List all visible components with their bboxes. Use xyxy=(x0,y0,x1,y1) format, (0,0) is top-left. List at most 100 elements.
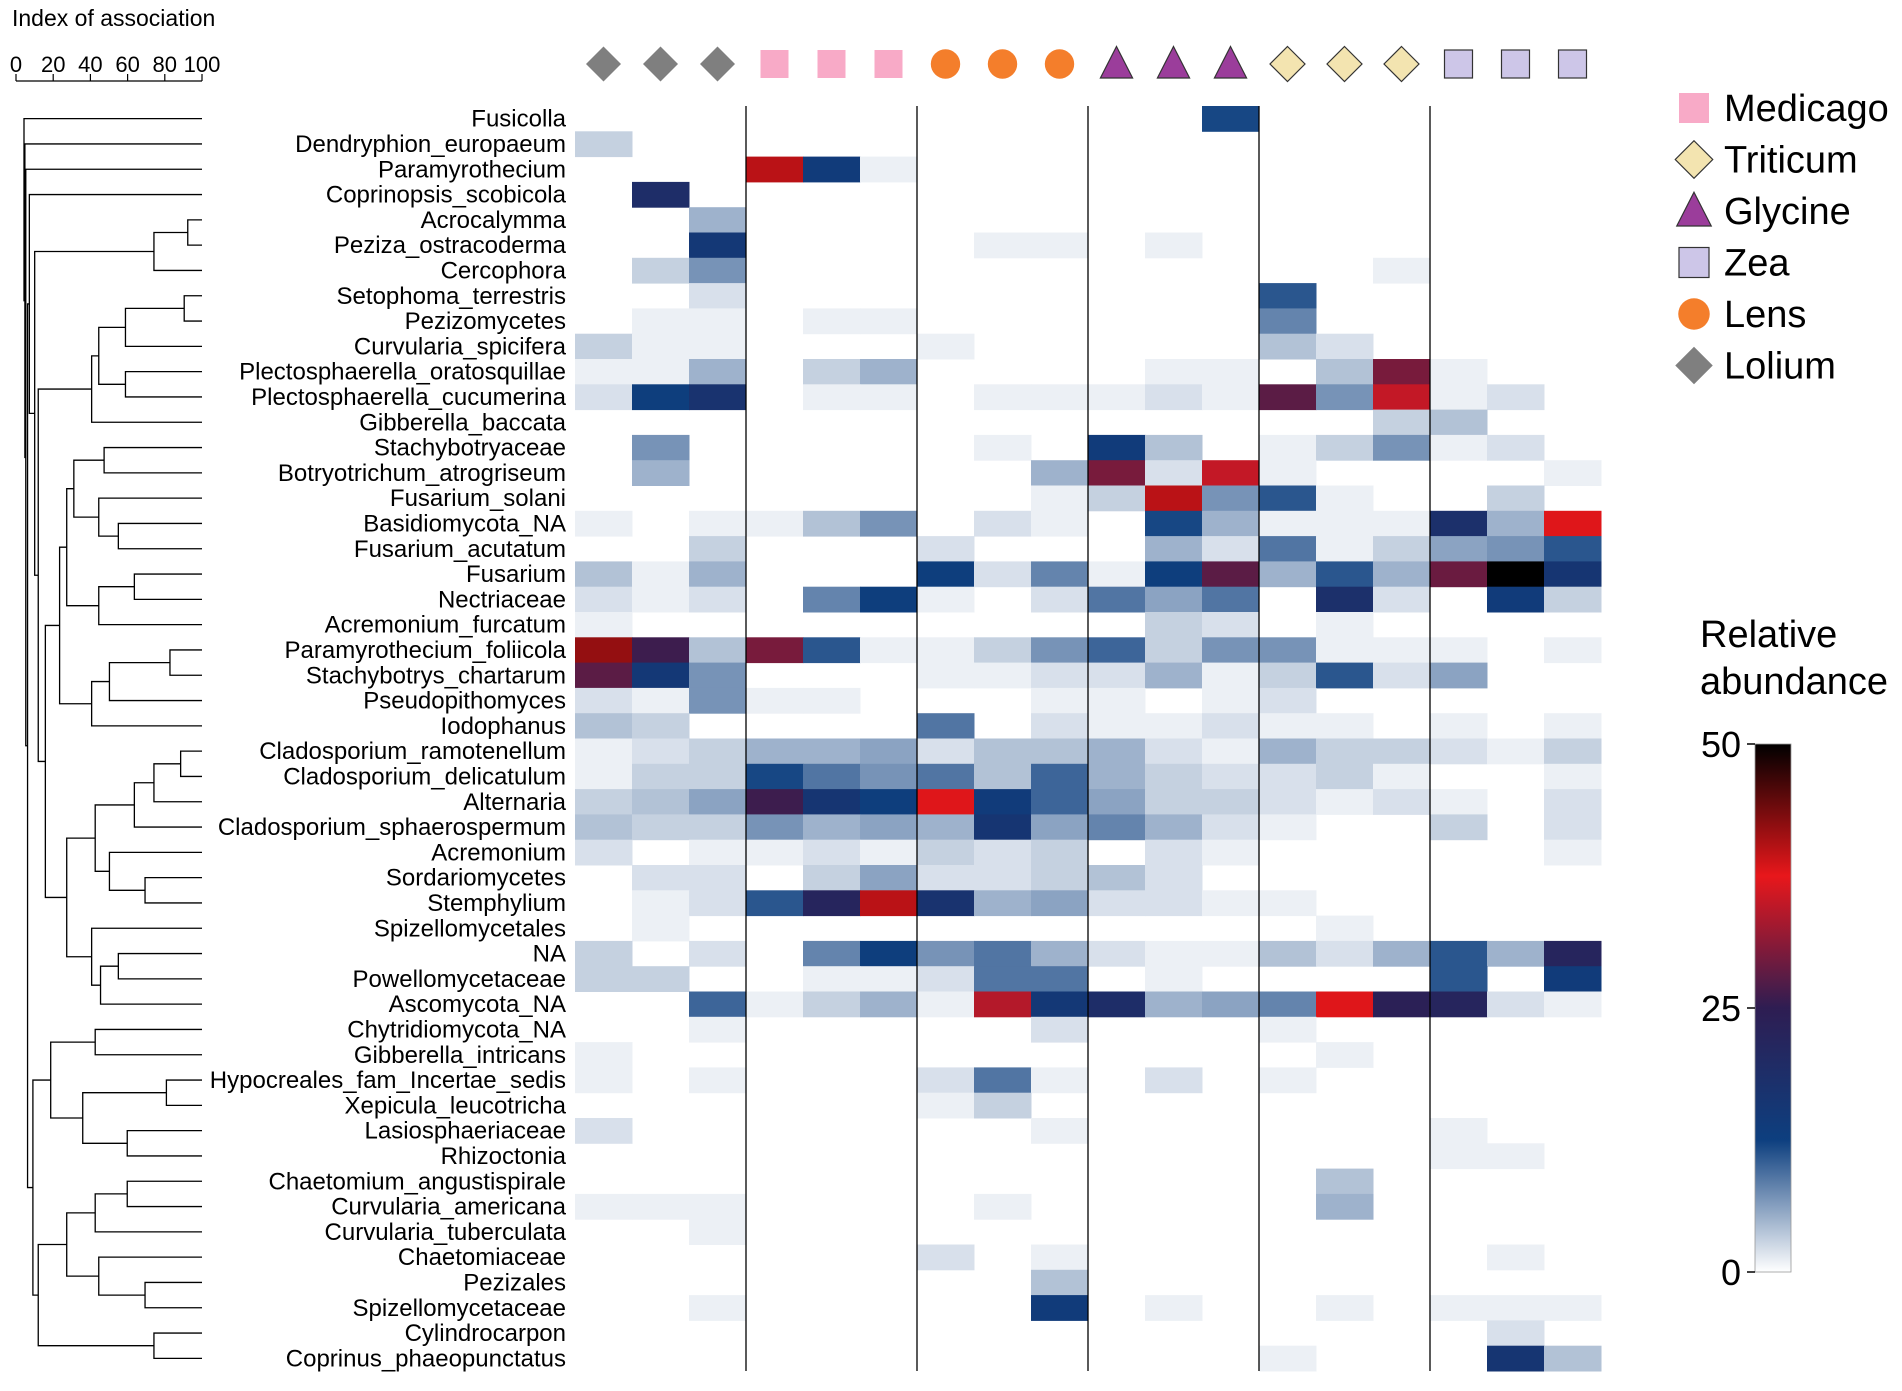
heatmap-cell xyxy=(1088,586,1146,613)
heatmap-cell xyxy=(1259,384,1317,411)
heatmap-cell xyxy=(1145,232,1203,259)
heatmap-cell xyxy=(1202,687,1260,714)
heatmap-cell xyxy=(917,738,975,765)
heatmap-cell xyxy=(1487,1320,1545,1347)
heatmap-cell xyxy=(1487,586,1545,613)
heatmap-cell xyxy=(1202,890,1260,917)
heatmap-cell xyxy=(746,637,804,664)
heatmap-cell xyxy=(1145,763,1203,790)
heatmap-cell xyxy=(1088,384,1146,411)
row-label: Plectosphaerella_cucumerina xyxy=(251,384,567,411)
heatmap-cell xyxy=(1031,1269,1089,1296)
heatmap-cell xyxy=(974,865,1032,891)
heatmap-cell xyxy=(917,940,975,967)
dendrogram-branch xyxy=(126,1130,202,1157)
heatmap-cell xyxy=(1316,1168,1374,1195)
row-label: NA xyxy=(533,941,566,968)
heatmap-cell xyxy=(1487,510,1545,537)
dendrogram-branch xyxy=(165,1079,202,1106)
heatmap-cell xyxy=(575,763,633,790)
heatmap-cell xyxy=(689,561,747,588)
heatmap-cell xyxy=(1316,662,1374,689)
heatmap-cell xyxy=(1373,789,1431,815)
heatmap-cell xyxy=(1487,991,1545,1018)
heatmap-cell xyxy=(1202,839,1260,866)
heatmap-cell xyxy=(1487,536,1545,562)
heatmap-cell xyxy=(1145,612,1203,638)
heatmap-cell xyxy=(1202,106,1260,132)
heatmap-cell xyxy=(803,738,861,765)
heatmap-cell xyxy=(1202,789,1260,815)
heatmap-cell xyxy=(917,814,975,841)
dendrogram-branch xyxy=(124,307,202,347)
heatmap-cell xyxy=(917,966,975,992)
dendrogram-branch xyxy=(73,459,105,518)
heatmap-cell xyxy=(746,814,804,841)
row-label: Paramyrothecium_foliicola xyxy=(285,637,567,664)
heatmap-cell xyxy=(1316,738,1374,765)
heatmap-cell xyxy=(1487,1143,1545,1170)
heatmap-cell xyxy=(917,763,975,790)
heatmap-cell xyxy=(917,1244,975,1271)
dendrogram-branch xyxy=(99,965,202,1005)
heatmap-cell xyxy=(803,966,861,992)
heatmap-cell xyxy=(1031,865,1089,891)
heatmap-cell xyxy=(1088,434,1146,461)
heatmap-cell xyxy=(1544,561,1602,588)
colorbar-gradient xyxy=(1754,743,1792,1273)
colorbar-title-line2: abundance xyxy=(1700,661,1888,703)
column-marker-lens xyxy=(930,49,961,79)
heatmap-cell xyxy=(1031,890,1089,917)
heatmap-cell xyxy=(575,1067,633,1094)
heatmap-cell xyxy=(632,333,690,360)
heatmap-cell xyxy=(632,561,690,588)
row-label: Botryotrichum_atrogriseum xyxy=(278,460,566,487)
row-dendrogram xyxy=(23,118,202,1359)
heatmap-cell xyxy=(1031,384,1089,411)
row-label: Fusarium xyxy=(466,561,566,588)
heatmap-cell xyxy=(1259,763,1317,790)
heatmap-cell xyxy=(1487,738,1545,765)
heatmap-cell xyxy=(689,940,747,967)
row-label: Basidiomycota_NA xyxy=(363,510,566,537)
heatmap-cell xyxy=(1145,940,1203,967)
heatmap-cell xyxy=(860,384,918,411)
heatmap-cell xyxy=(917,1067,975,1094)
heatmap-cell xyxy=(1145,991,1203,1018)
group-legend: Medicago Triticum Glycine Zea Lens Lolium xyxy=(1674,88,1889,388)
dendrogram-branch xyxy=(94,804,135,872)
heatmap-cell xyxy=(974,434,1032,461)
heatmap-cell xyxy=(1316,359,1374,385)
column-marker-zea xyxy=(1443,49,1474,79)
heatmap-cell xyxy=(1202,510,1260,537)
heatmap-cell xyxy=(1430,789,1488,815)
heatmap-cell xyxy=(1430,940,1488,967)
heatmap-cell xyxy=(1316,991,1374,1018)
heatmap-cell xyxy=(689,232,747,259)
dendrogram-axis-tick-label: 40 xyxy=(78,52,102,77)
heatmap-cell xyxy=(1088,637,1146,664)
heatmap-cell xyxy=(803,789,861,815)
heatmap-cell xyxy=(1316,434,1374,461)
column-marker-triticum xyxy=(1326,45,1363,83)
heatmap-cell xyxy=(1259,308,1317,335)
heatmap-cell xyxy=(1145,561,1203,588)
heatmap-cell xyxy=(1316,1193,1374,1220)
legend-marker-triticum xyxy=(1674,139,1714,180)
heatmap-cell xyxy=(1145,384,1203,411)
heatmap-cell xyxy=(1031,814,1089,841)
heatmap-cell xyxy=(1259,561,1317,588)
heatmap-cell xyxy=(1316,510,1374,537)
heatmap-cell xyxy=(1544,713,1602,739)
heatmap-cell xyxy=(1259,890,1317,917)
legend-marker-medicago xyxy=(1679,93,1709,123)
heatmap-cell xyxy=(974,991,1032,1018)
heatmap-cell xyxy=(575,814,633,841)
heatmap-cell xyxy=(974,384,1032,411)
heatmap-cell xyxy=(1031,510,1089,537)
dendrogram-branch xyxy=(24,143,202,459)
heatmap-cell xyxy=(1145,966,1203,992)
column-marker-zea xyxy=(1500,49,1531,79)
dendrogram-branch xyxy=(94,1193,202,1233)
